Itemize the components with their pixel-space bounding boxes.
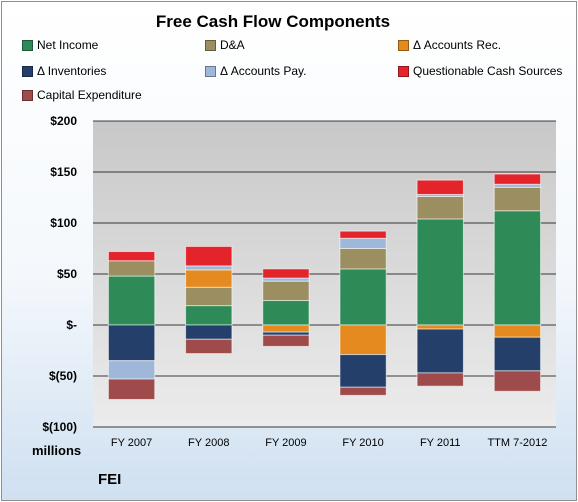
legend-swatch (205, 65, 216, 77)
legend-label: D&A (220, 38, 245, 52)
legend-label: Capital Expenditure (37, 88, 142, 102)
bar-segment (416, 372, 464, 387)
bar-segment (185, 305, 233, 326)
legend-label: Questionable Cash Sources (413, 64, 563, 78)
x-category-label: TTM 7-2012 (487, 437, 547, 449)
legend-item: Capital Expenditure (22, 88, 142, 102)
bar-segment (416, 179, 464, 195)
y-tick-label: $50 (57, 267, 77, 281)
bar-segment (339, 386, 387, 396)
legend-swatch (22, 89, 33, 101)
legend-item: Net Income (22, 38, 98, 52)
bar-segment (107, 324, 156, 362)
bar-segment (339, 248, 387, 270)
bar-segment (107, 360, 156, 380)
bar-segment (107, 260, 156, 277)
legend-label: Δ Accounts Pay. (220, 64, 307, 78)
legend-swatch (398, 65, 409, 77)
chart-title: Free Cash Flow Components (155, 12, 391, 31)
bar-segment (185, 286, 233, 307)
bar-segment (339, 324, 387, 356)
bar-segment (339, 237, 387, 250)
bar-segment (339, 230, 387, 239)
bar-segment (107, 378, 156, 400)
legend-item: Δ Inventories (22, 64, 106, 78)
legend-label: Net Income (37, 38, 99, 52)
bar-segment (339, 268, 387, 326)
legend-swatch (22, 39, 33, 51)
y-tick-label: $(50) (49, 369, 77, 383)
legend-label: Δ Accounts Rec. (413, 38, 502, 52)
bar-segment (185, 324, 233, 340)
company-label: FEI (98, 471, 122, 488)
bar-segment (493, 186, 542, 212)
bar-segment (262, 300, 310, 326)
bar-segment (262, 324, 310, 333)
legend-item: Δ Accounts Pay. (205, 64, 307, 78)
bar-segment (416, 324, 464, 330)
units-label: millions (32, 443, 82, 458)
x-category-label: FY 2008 (188, 437, 229, 449)
bar-segment (416, 218, 464, 326)
bar-segment (185, 269, 233, 288)
legend-swatch (398, 39, 409, 51)
bar-segment (107, 251, 156, 262)
bar-segment (107, 275, 156, 326)
x-category-label: FY 2009 (265, 437, 306, 449)
legend-label: Δ Inventories (37, 64, 107, 78)
bar-segment (262, 280, 310, 302)
bar-segment (339, 354, 387, 388)
y-tick-label: $150 (50, 165, 77, 179)
bar-segment (493, 173, 542, 185)
bar-segment (262, 334, 310, 347)
legend-item: Δ Accounts Rec. (398, 38, 501, 52)
bar-segment (416, 195, 464, 220)
bar-segment (493, 336, 542, 372)
bar-segment (493, 370, 542, 392)
bar-segment (262, 268, 310, 279)
bar-segment (185, 245, 233, 267)
legend-swatch (22, 65, 33, 77)
x-category-label: FY 2011 (420, 437, 461, 449)
y-tick-label: $100 (50, 216, 77, 230)
bar-segment (493, 324, 542, 338)
legend-swatch (205, 39, 216, 51)
y-tick-label: $200 (50, 114, 77, 128)
bar-segment (493, 210, 542, 326)
legend-item: D&A (205, 38, 245, 52)
x-category-label: FY 2010 (342, 437, 383, 449)
y-tick-label: $- (66, 318, 77, 332)
bar-segment (416, 328, 464, 374)
legend-item: Questionable Cash Sources (398, 64, 562, 78)
x-category-label: FY 2007 (111, 437, 152, 449)
y-tick-label: $(100) (42, 420, 77, 434)
bar-segment (185, 338, 233, 355)
bar-segment (185, 265, 233, 271)
